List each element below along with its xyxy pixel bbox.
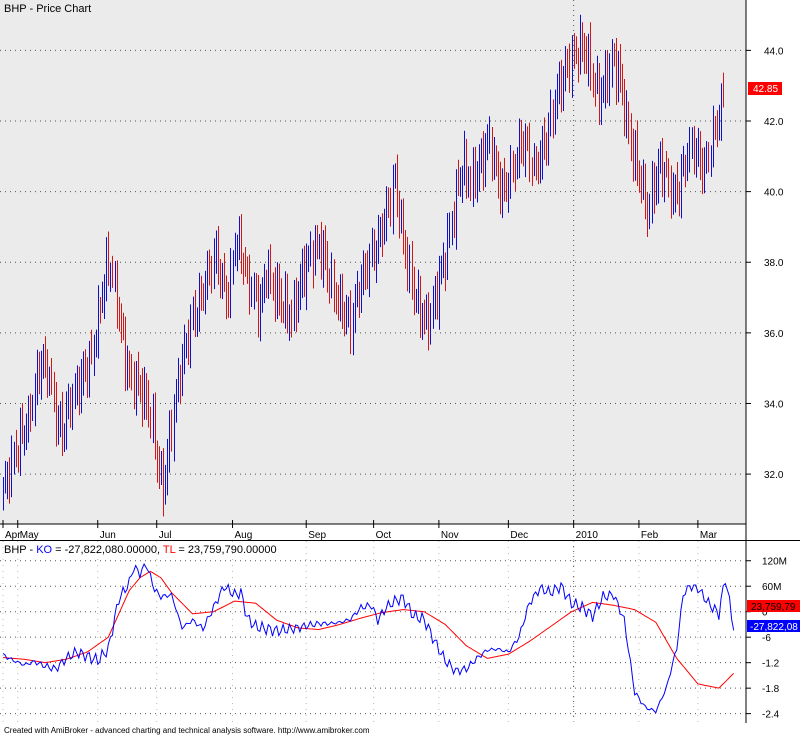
- indicator-legend-tl-value: = 23,759,790.00000: [175, 544, 276, 556]
- price-ytick-label: 34.0: [764, 399, 784, 410]
- ko-value-label-text: -27,822,08: [750, 622, 798, 633]
- indicator-ytick-label: -1.2: [762, 659, 780, 670]
- price-ytick-label: 42.0: [764, 117, 784, 128]
- tl-value-label: 23,759,79: [747, 600, 800, 613]
- price-ytick-label: 32.0: [764, 470, 784, 481]
- tl-value-label-text: 23,759,79: [751, 602, 796, 613]
- price-date-strip: [0, 524, 746, 540]
- indicator-gridlines: [0, 541, 746, 723]
- price-ytick-label: 36.0: [764, 329, 784, 340]
- last-price-label: 42.85: [748, 82, 782, 95]
- price-xtick-label: Apr: [5, 530, 21, 541]
- price-xtick-label: Dec: [510, 530, 528, 541]
- footer-credit: Created with AmiBroker - advanced charti…: [4, 726, 370, 735]
- price-y-axis: 44.0 42.0 40.0 38.0 36.0 34.0 32.0: [746, 46, 784, 481]
- price-ytick-label: 38.0: [764, 258, 784, 269]
- price-chart-title: BHP - Price Chart: [4, 3, 91, 15]
- last-price-label-box: [748, 82, 782, 95]
- price-xtick-label: Oct: [376, 530, 392, 541]
- price-xtick-label: Aug: [235, 530, 253, 541]
- indicator-legend-ko-name: KO: [36, 544, 52, 556]
- price-xtick-label: Nov: [441, 530, 459, 541]
- indicator-legend-tl-name: TL: [163, 544, 176, 556]
- price-xtick-label: 2010: [576, 530, 599, 541]
- price-xtick-label: Mar: [700, 530, 718, 541]
- ko-series-line: [2, 562, 735, 714]
- price-ytick-label: 40.0: [764, 188, 784, 199]
- ko-value-label: -27,822,08: [747, 620, 800, 633]
- indicator-ytick-label: 0: [762, 608, 768, 619]
- price-xtick-label: Feb: [641, 530, 659, 541]
- tl-series-line: [2, 570, 735, 689]
- indicator-legend: BHP - KO = -27,822,080.00000, TL = 23,75…: [4, 544, 277, 556]
- tl-value-label-box: [747, 600, 800, 612]
- indicator-legend-prefix: BHP -: [4, 544, 36, 556]
- price-bars: [3, 14, 724, 517]
- indicator-legend-ko-value: = -27,822,080.00000,: [52, 544, 163, 556]
- price-xtick-label: Jul: [159, 530, 172, 541]
- indicator-ytick-label: -1.8: [762, 684, 780, 695]
- price-ytick-label: 44.0: [764, 46, 784, 57]
- indicator-ytick-label: -2.4: [762, 710, 780, 721]
- indicator-panel-background: [0, 541, 746, 723]
- indicator-ytick-label: 60M: [762, 582, 781, 593]
- indicator-ytick-label: 120M: [762, 557, 787, 568]
- last-price-label-text: 42.85: [753, 84, 778, 95]
- indicator-ytick-label: -6: [762, 633, 771, 644]
- footer-background: [0, 723, 800, 735]
- price-x-axis: Apr May Jun Jul Aug Sep Oct Nov Dec 2010 Feb Mar: [2, 520, 718, 541]
- price-xtick-label: Jun: [100, 530, 116, 541]
- ko-value-label-box: [747, 620, 800, 632]
- price-xtick-label: May: [20, 530, 39, 541]
- indicator-y-axis: 120M 60M 0 -6 -1.2 -1.8 -2.4: [746, 557, 787, 721]
- price-xtick-label: Sep: [308, 530, 326, 541]
